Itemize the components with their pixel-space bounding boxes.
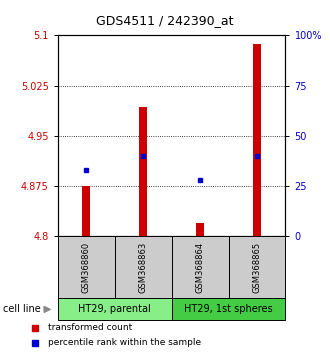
Text: GSM368863: GSM368863 (139, 242, 148, 293)
Bar (58, 298, 172, 320)
Bar (172, 298, 285, 320)
Bar (172, 236, 228, 298)
Bar (82, 186, 90, 236)
Text: GSM368864: GSM368864 (196, 242, 205, 293)
Text: transformed count: transformed count (48, 324, 132, 332)
Text: cell line: cell line (3, 304, 41, 314)
Bar (196, 223, 204, 236)
Bar (115, 236, 172, 298)
Bar (139, 107, 148, 236)
Text: GSM368860: GSM368860 (82, 242, 91, 293)
Bar (228, 236, 285, 298)
Bar (58, 236, 115, 298)
Text: HT29, 1st spheres: HT29, 1st spheres (184, 304, 273, 314)
Text: GDS4511 / 242390_at: GDS4511 / 242390_at (96, 13, 234, 27)
Bar (253, 44, 261, 236)
Text: GSM368865: GSM368865 (252, 242, 261, 293)
Text: HT29, parental: HT29, parental (78, 304, 151, 314)
Text: percentile rank within the sample: percentile rank within the sample (48, 338, 201, 347)
